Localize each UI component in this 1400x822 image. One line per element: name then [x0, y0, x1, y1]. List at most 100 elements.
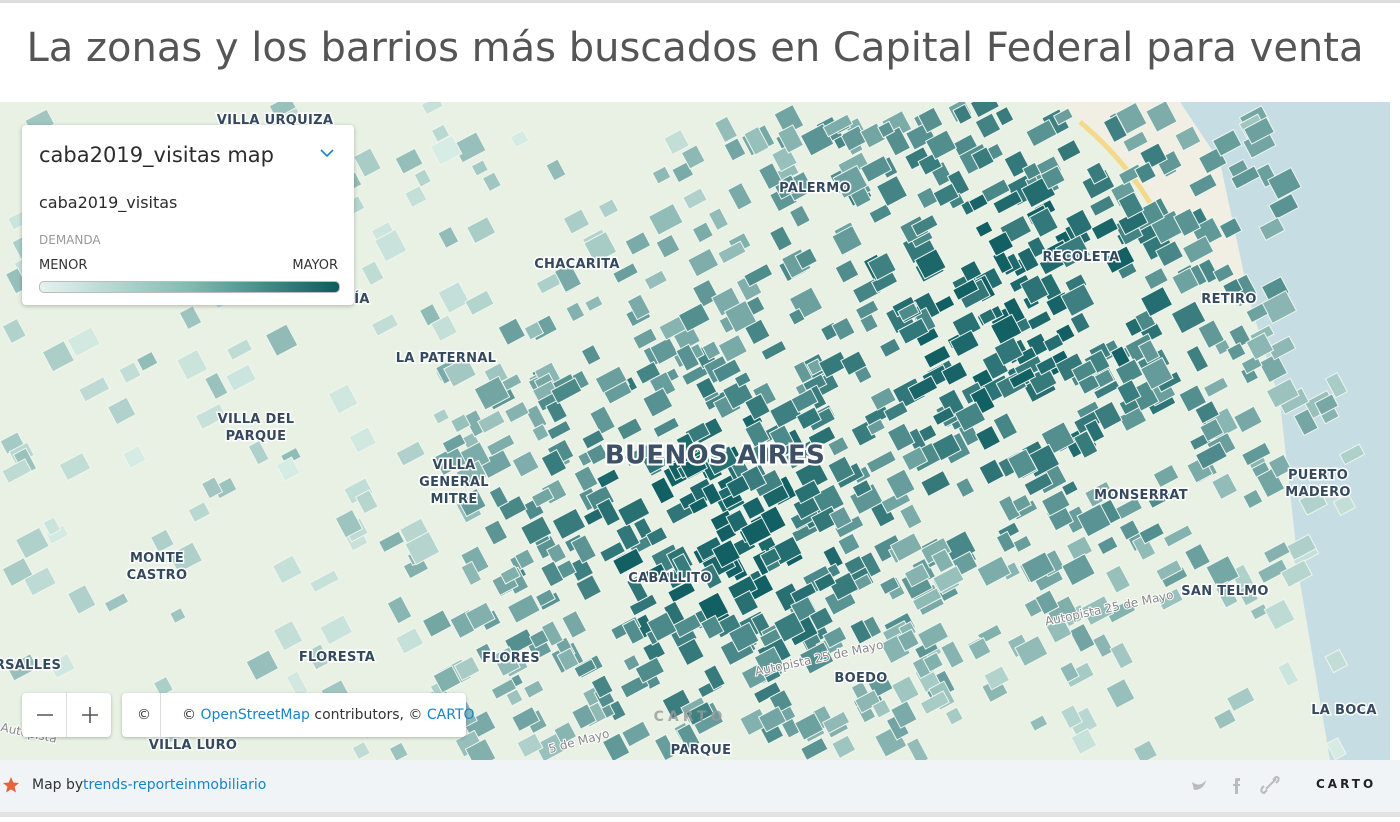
city-block	[919, 690, 950, 716]
city-block	[834, 258, 860, 284]
city-block	[1, 458, 33, 484]
attribution-icon[interactable]: ©	[137, 707, 151, 723]
city-block	[723, 299, 758, 334]
city-block	[187, 501, 212, 524]
city-block	[194, 402, 227, 430]
city-block	[1139, 285, 1174, 318]
city-block	[1080, 595, 1115, 627]
place-label: PARQUE	[671, 743, 732, 758]
city-block	[621, 618, 645, 645]
city-block	[395, 440, 426, 467]
place-label: MONTE CASTRO	[127, 551, 188, 583]
city-block	[1011, 493, 1032, 513]
city-block	[1314, 393, 1340, 416]
place-label-line: LA PATERNAL	[396, 351, 497, 366]
place-label-line: VILLA LURO	[149, 738, 238, 753]
city-block	[1324, 372, 1348, 399]
city-block	[351, 740, 371, 760]
place-label-line: FLORES	[482, 651, 540, 666]
city-block	[1178, 384, 1208, 413]
city-block	[725, 474, 751, 499]
city-block	[717, 333, 748, 363]
city-block	[974, 112, 1002, 140]
city-block	[1061, 553, 1096, 587]
city-block	[430, 123, 451, 143]
carto-link[interactable]: CARTO	[426, 707, 475, 723]
place-label-line: CASTRO	[127, 568, 188, 583]
city-block	[878, 575, 901, 596]
city-block	[118, 361, 142, 384]
city-block	[1263, 598, 1296, 631]
place-label-line: MITRE	[430, 492, 477, 507]
city-block	[106, 396, 137, 426]
zoom-buttons[interactable]	[22, 693, 111, 737]
city-block	[1040, 489, 1071, 517]
city-block	[1214, 580, 1239, 609]
place-label: VILLA URQUIZA	[217, 113, 333, 128]
city-block	[394, 147, 424, 175]
city-block	[1262, 540, 1291, 565]
city-block	[772, 611, 806, 643]
place-label-line: VILLA DEL	[218, 412, 295, 427]
city-block	[1045, 616, 1073, 644]
map[interactable]: VILLA URQUIZA PALERMO CHACARITA RECOLETA RET…	[0, 102, 1390, 760]
place-label-line: VILLA	[432, 458, 475, 473]
city-block	[940, 640, 965, 669]
city-block	[421, 609, 453, 638]
city-block	[433, 444, 467, 477]
city-block	[520, 515, 553, 546]
share-icons[interactable]	[1190, 774, 1290, 798]
zoom-control	[22, 693, 111, 737]
osm-link[interactable]: OpenStreetMap	[200, 707, 310, 723]
city-block	[667, 579, 697, 604]
collapse-toggle[interactable]	[320, 148, 334, 158]
city-block	[597, 198, 620, 219]
city-block	[717, 240, 747, 265]
place-label: CHACARITA	[534, 257, 620, 272]
city-block	[1211, 128, 1243, 157]
author-link[interactable]: trends-reporteinmobiliario	[83, 777, 267, 793]
legend-min: MENOR	[39, 258, 88, 273]
city-block	[1212, 263, 1235, 284]
city-block	[437, 281, 471, 314]
city-block	[377, 530, 406, 554]
city-block	[675, 343, 701, 372]
city-block	[1242, 488, 1264, 510]
city-block	[1069, 311, 1091, 335]
city-block	[1326, 737, 1347, 760]
city-block	[1, 556, 34, 588]
city-block	[319, 614, 354, 646]
place-label: PALERMO	[779, 181, 851, 196]
city-block	[1258, 352, 1289, 384]
city-block	[66, 583, 97, 615]
place-label-line: RETIRO	[1201, 292, 1256, 307]
city-block	[1194, 399, 1221, 425]
place-label-line: BOEDO	[834, 671, 887, 686]
city-block	[1173, 207, 1202, 238]
city-block	[712, 358, 743, 384]
city-block	[204, 371, 229, 401]
city-block	[14, 526, 50, 560]
attribution-middle: contributors, ©	[314, 707, 423, 723]
city-block	[865, 449, 897, 474]
city-block	[875, 174, 909, 208]
city-block	[967, 637, 992, 661]
place-label: BOEDO	[834, 671, 887, 686]
city-block	[1026, 365, 1058, 395]
city-block	[169, 607, 187, 624]
city-block	[744, 393, 771, 421]
city-block	[699, 563, 723, 590]
city-block	[1218, 216, 1243, 240]
city-block	[622, 653, 641, 672]
city-block	[175, 348, 209, 381]
city-block	[741, 495, 767, 521]
city-block	[66, 326, 101, 358]
city-block	[247, 439, 270, 466]
city-block	[897, 317, 930, 345]
city-block	[453, 655, 481, 682]
place-label: LA PATERNAL	[396, 351, 497, 366]
legend-ramp	[39, 281, 340, 293]
city-block	[795, 406, 822, 431]
city-block	[583, 230, 618, 265]
city-block	[491, 646, 521, 678]
